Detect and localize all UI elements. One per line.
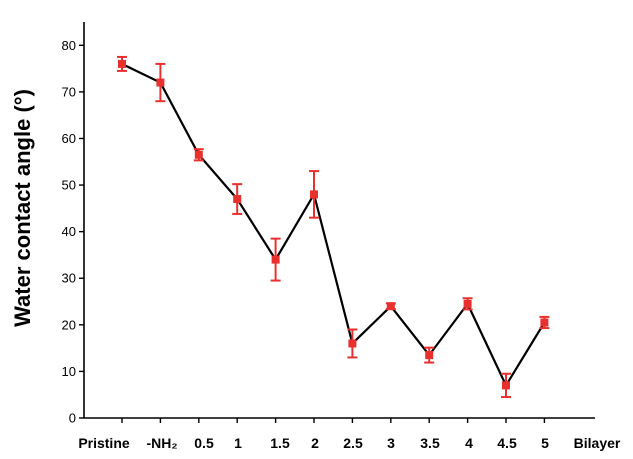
data-point bbox=[540, 318, 549, 327]
data-point bbox=[348, 339, 357, 348]
x-tick-label: 4.5 bbox=[497, 435, 517, 451]
y-tick-label: 40 bbox=[62, 224, 76, 239]
series-polyline bbox=[121, 62, 546, 388]
y-tick-label: 80 bbox=[62, 38, 76, 53]
y-tick-label: 20 bbox=[62, 317, 76, 332]
x-tick-label: 4 bbox=[465, 435, 473, 451]
y-ticks: 0 10 20 30 40 50 60 70 80 bbox=[62, 38, 84, 426]
y-tick-label: 30 bbox=[62, 271, 76, 286]
x-tick-label: 1.5 bbox=[270, 435, 290, 451]
y-tick-label: 0 bbox=[69, 411, 76, 426]
x-tick-label: 1 bbox=[234, 435, 242, 451]
x-ticks: Pristine -NH₂ 0.5 1 1.5 2 2.5 3 3.5 4 4.5 5 Bilayer bbox=[78, 418, 621, 451]
y-axis-title: Water contact angle (°) bbox=[10, 89, 35, 327]
data-point bbox=[502, 381, 510, 390]
data-point bbox=[156, 78, 165, 87]
markers bbox=[118, 59, 549, 390]
x-tick-label: 2 bbox=[311, 435, 319, 451]
axes bbox=[83, 22, 595, 419]
y-tick-label: 50 bbox=[62, 178, 76, 193]
x-tick-label: 5 bbox=[541, 435, 549, 451]
y-tick-label: 70 bbox=[62, 84, 76, 99]
error-bars bbox=[117, 55, 550, 399]
x-tick-label: Bilayer bbox=[574, 435, 621, 451]
data-point bbox=[271, 255, 280, 264]
x-tick-label: -NH₂ bbox=[146, 435, 177, 451]
data-point bbox=[118, 59, 126, 68]
y-tick-label: 60 bbox=[62, 131, 76, 146]
data-point bbox=[310, 190, 318, 199]
y-tick-label: 10 bbox=[62, 364, 76, 379]
data-point bbox=[386, 302, 395, 311]
data-point bbox=[463, 299, 472, 308]
series-line bbox=[121, 62, 546, 388]
x-tick-label: Pristine bbox=[78, 435, 130, 451]
x-tick-label: 3.5 bbox=[420, 435, 440, 451]
x-tick-label: 3 bbox=[387, 435, 395, 451]
x-tick-label: 0.5 bbox=[194, 435, 214, 451]
data-point bbox=[425, 351, 434, 360]
data-point bbox=[233, 195, 242, 204]
x-tick-label: 2.5 bbox=[343, 435, 363, 451]
data-point bbox=[194, 150, 203, 159]
